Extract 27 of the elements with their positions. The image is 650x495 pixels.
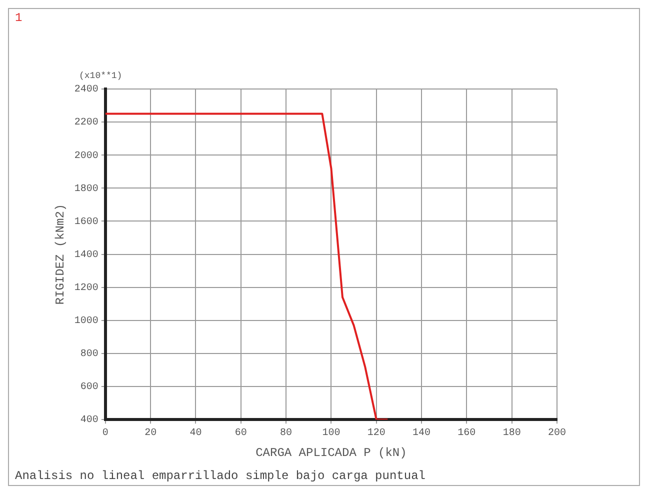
text: 1: [15, 11, 22, 25]
x-tick-label: 100: [322, 428, 340, 440]
y-tick-label: 1800: [74, 184, 98, 195]
y-tick-label: 1200: [74, 283, 98, 294]
y-tick-label: 2200: [74, 118, 98, 129]
x-tick-label: 200: [548, 428, 566, 440]
y-tick-label: 1000: [74, 316, 98, 328]
y-tick-label: 400: [80, 415, 98, 426]
y-tick-label: 1600: [74, 216, 98, 228]
y-tick-label: 1400: [74, 250, 98, 261]
x-tick-label: 120: [367, 428, 386, 440]
y-tick-label: 800: [80, 349, 98, 360]
y-tick-label: 2000: [74, 150, 98, 162]
x-tick-label: 40: [190, 428, 202, 440]
text: (x10**1): [79, 71, 122, 81]
x-tick-label: 0: [102, 428, 108, 440]
text: Analisis no lineal emparrillado simple bajo carga puntual: [15, 469, 426, 483]
x-tick-label: 160: [458, 428, 476, 440]
x-tick-label: 180: [502, 428, 521, 440]
y-axis-title: RIGIDEZ (kNm2): [53, 204, 68, 305]
x-tick-label: 20: [144, 428, 157, 440]
x-tick-label: 60: [234, 428, 247, 440]
x-axis-title: CARGA APLICADA P (kN): [256, 446, 407, 460]
y-tick-label: 600: [80, 382, 98, 394]
x-tick-label: 140: [412, 428, 431, 440]
x-tick-label: 80: [280, 428, 292, 440]
y-tick-label: 2400: [74, 84, 98, 96]
